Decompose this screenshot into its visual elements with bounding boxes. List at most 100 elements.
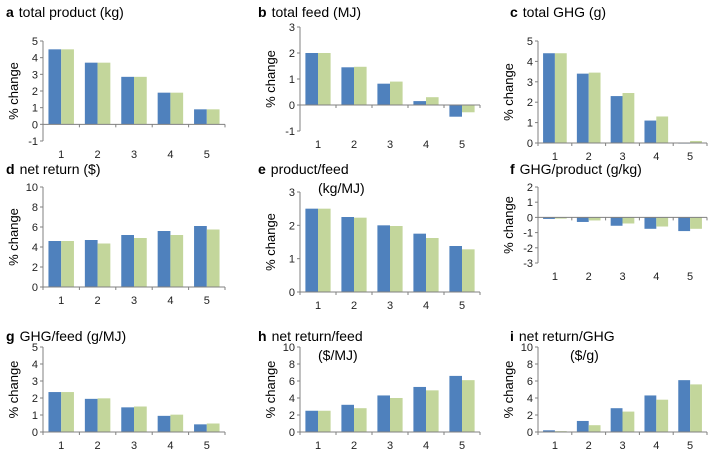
bar-series-a-5: [678, 217, 691, 232]
x-tick-label: 1: [552, 151, 558, 163]
y-tick-label: 0: [289, 100, 295, 112]
y-tick-label: 3: [32, 69, 38, 81]
x-tick-label: 4: [653, 440, 659, 452]
bar-series-b-1: [554, 217, 567, 219]
bar-series-b-4: [656, 116, 669, 143]
panel-title-line: net return/feed: [272, 328, 363, 344]
y-tick-label: 6: [32, 222, 38, 234]
y-tick-label: 8: [32, 202, 38, 214]
y-tick-label: 2: [527, 182, 533, 194]
bar-series-a-4: [157, 231, 171, 287]
bar-series-b-4: [170, 92, 184, 125]
x-tick-label: 4: [167, 149, 173, 161]
bar-series-b-3: [622, 93, 635, 143]
x-tick-label: 5: [459, 300, 465, 312]
bar-series-a-4: [157, 415, 171, 432]
y-tick-label: 5: [32, 342, 38, 354]
panel-letter: g: [6, 328, 15, 344]
y-tick-label: 4: [32, 242, 38, 254]
panel-title: e product/feed: [258, 161, 349, 177]
panel-title: g GHG/feed (g/MJ): [6, 328, 126, 344]
bar-series-a-4: [413, 386, 426, 432]
panel-letter: b: [258, 4, 267, 20]
bar-series-a-1: [48, 392, 62, 432]
panel-title-line-2: (kg/MJ): [318, 180, 365, 196]
bar-series-b-3: [622, 411, 635, 432]
bar-series-b-1: [318, 53, 331, 105]
panel-title: i net return/GHG: [510, 328, 615, 344]
bar-series-b-1: [554, 53, 567, 143]
bar-series-b-4: [426, 97, 439, 105]
x-tick-label: 3: [619, 271, 625, 283]
y-axis-label: % change: [263, 213, 278, 271]
panel-title-line: net return/GHG: [519, 328, 615, 344]
x-tick-label: 1: [315, 440, 321, 452]
y-axis-label: % change: [501, 63, 516, 121]
y-tick-label: 5: [32, 36, 38, 48]
y-tick-label: 8: [527, 359, 533, 371]
panel-title-line-2: ($/g): [570, 347, 599, 363]
y-tick-label: 6: [527, 376, 533, 388]
x-tick-label: 4: [423, 300, 429, 312]
bar-series-b-5: [462, 249, 475, 292]
panel-letter: f: [510, 161, 515, 177]
bar-series-a-2: [341, 67, 354, 105]
y-tick-label: 2: [32, 262, 38, 274]
y-tick-label: 2: [32, 86, 38, 98]
x-tick-label: 3: [387, 139, 393, 151]
bar-series-b-5: [690, 217, 702, 229]
bar-series-b-4: [170, 235, 184, 287]
x-tick-label: 5: [687, 271, 693, 283]
bar-series-a-4: [413, 101, 426, 105]
y-axis-label: % change: [6, 208, 21, 266]
x-tick-label: 5: [687, 440, 693, 452]
x-tick-label: 2: [351, 300, 357, 312]
y-tick-label: 3: [289, 22, 295, 34]
x-tick-label: 4: [423, 139, 429, 151]
y-tick-label: 3: [527, 77, 533, 89]
x-tick-label: 2: [586, 151, 592, 163]
bar-series-b-3: [390, 226, 403, 292]
x-tick-label: 1: [315, 139, 321, 151]
x-tick-label: 2: [95, 295, 101, 307]
x-tick-label: 2: [351, 440, 357, 452]
x-tick-label: 4: [423, 440, 429, 452]
panel-e: e product/feed (kg/MJ) % change 0 1 2 3 1 2 3 4 5: [258, 161, 481, 312]
x-tick-label: 4: [167, 295, 173, 307]
bar-series-a-2: [576, 73, 589, 143]
panel-title-line: total product (kg): [19, 4, 124, 20]
bar-series-b-2: [97, 243, 111, 287]
bar-series-a-2: [341, 217, 354, 292]
y-tick-label: -1: [523, 228, 533, 240]
panel-title: h net return/feed: [258, 328, 363, 344]
bar-series-a-5: [194, 226, 207, 287]
bar-series-b-4: [170, 414, 184, 432]
y-axis-label: % change: [263, 50, 278, 108]
y-tick-label: 0: [527, 212, 533, 224]
bar-series-a-1: [543, 430, 555, 432]
y-tick-label: -3: [523, 258, 533, 270]
bar-series-a-4: [644, 120, 657, 143]
panel-title-line: GHG/feed (g/MJ): [20, 328, 127, 344]
y-tick-label: 2: [527, 97, 533, 109]
y-tick-label: 0: [32, 427, 38, 439]
x-tick-label: 3: [619, 151, 625, 163]
bar-series-a-5: [678, 380, 691, 432]
bar-series-b-1: [318, 410, 331, 432]
bar-series-a-2: [84, 398, 98, 432]
y-tick-label: -1: [28, 136, 38, 148]
x-tick-label: 5: [204, 295, 210, 307]
bar-series-b-3: [134, 238, 147, 287]
x-tick-label: 4: [653, 151, 659, 163]
bar-series-b-1: [61, 241, 74, 287]
panel-letter: a: [6, 4, 14, 20]
panel-letter: e: [258, 161, 266, 177]
x-tick-label: 3: [131, 295, 137, 307]
y-tick-label: 1: [527, 118, 533, 130]
y-tick-label: 1: [527, 197, 533, 209]
bar-series-b-3: [390, 398, 403, 432]
x-tick-label: 3: [131, 440, 137, 452]
bar-series-a-3: [377, 83, 390, 105]
bar-series-a-1: [305, 410, 318, 432]
